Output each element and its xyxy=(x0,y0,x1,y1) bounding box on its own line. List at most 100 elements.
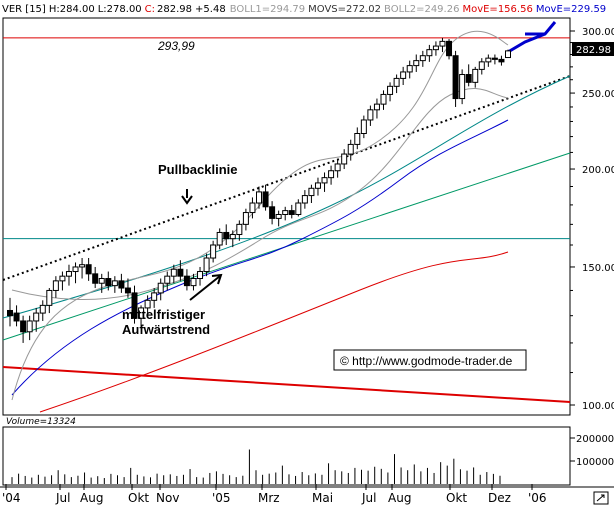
candle-body xyxy=(288,210,295,215)
date-tick-label: Jul xyxy=(55,491,70,505)
candle-body xyxy=(393,77,400,87)
date-tick-label: Okt xyxy=(446,491,467,505)
volume-bars xyxy=(11,449,501,484)
pullback-label: Pullbacklinie xyxy=(158,162,237,177)
candle-body xyxy=(334,163,341,172)
candle-body xyxy=(92,273,99,284)
candle-body xyxy=(419,55,426,62)
candle-body xyxy=(236,223,243,236)
candle-body xyxy=(144,299,151,309)
candle-body xyxy=(183,275,190,287)
copyright-text: © http://www.godmode-trader.de xyxy=(340,354,513,368)
pullback-arrow xyxy=(181,189,193,205)
blue-moving-average xyxy=(11,119,509,396)
price-axis: 300.00 250.00 200.00 150.00 100.00 xyxy=(570,27,614,412)
candle-body xyxy=(360,119,367,135)
peak-value-label: 293,99 xyxy=(157,39,195,53)
candle-body xyxy=(79,264,86,268)
blue-projection xyxy=(507,21,557,54)
candle-body xyxy=(321,177,328,184)
header-symbol: VER [15] xyxy=(2,4,46,15)
date-tick-label: Mai xyxy=(312,491,333,505)
candle-body xyxy=(485,57,492,63)
volume-tick-label: 200000 xyxy=(576,434,614,445)
header-l-label: L: xyxy=(98,4,107,15)
last-price-tag xyxy=(572,42,614,56)
candle-body xyxy=(98,278,105,284)
date-tick-label: Aug xyxy=(388,491,411,505)
red-moving-average xyxy=(39,251,509,413)
candle-body xyxy=(354,133,361,145)
candle-body xyxy=(439,40,446,47)
candle-body xyxy=(406,65,413,73)
candle-body xyxy=(210,244,217,259)
chart-header: VER [15] H:284.00 L:278.00 C: 282.98 +5.48 BOL… xyxy=(2,4,606,15)
candle-body xyxy=(65,271,72,277)
volume-tick-label: 100000 xyxy=(576,457,614,468)
bollinger-lower xyxy=(11,87,509,300)
candle-body xyxy=(33,312,40,322)
candle-body xyxy=(341,153,348,165)
candle-body xyxy=(197,271,204,280)
header-move-blue: MovE=229.59 xyxy=(536,4,606,15)
candle-body xyxy=(26,320,33,333)
candle-body xyxy=(190,278,197,287)
date-tick-label: Jul xyxy=(361,491,376,505)
volume-label: Volume=13324 xyxy=(6,417,76,427)
candle-body xyxy=(177,268,184,277)
header-c-label: C: xyxy=(145,4,155,15)
candle-body xyxy=(256,191,262,204)
candle-body xyxy=(138,307,145,319)
date-tick-label: '05 xyxy=(212,491,231,505)
header-l-value: 278.00 xyxy=(107,4,142,15)
candle-body xyxy=(13,312,20,322)
volume-axis: 200000 100000 xyxy=(570,434,614,468)
teal-trendline xyxy=(2,75,571,319)
candle-body xyxy=(491,57,498,60)
candle-body xyxy=(387,85,394,95)
candle-body xyxy=(367,109,374,121)
candle-body xyxy=(59,275,66,282)
candle-body xyxy=(164,275,171,284)
header-c-value: 282.98 xyxy=(157,4,192,15)
candle-body xyxy=(478,61,485,70)
header-move-red: MovE=156.56 xyxy=(462,4,532,15)
candle-body xyxy=(85,264,92,275)
header-boll2: BOLL2=249.26 xyxy=(384,4,459,15)
candle-body xyxy=(452,55,459,100)
volume-panel-frame xyxy=(2,426,571,486)
candle-body xyxy=(301,195,308,204)
candle-body xyxy=(46,289,53,306)
last-price-value: 282.98 xyxy=(576,45,611,56)
candle-body xyxy=(7,309,13,317)
candle-body xyxy=(400,71,407,79)
candle-body xyxy=(223,231,230,240)
candle-body xyxy=(308,187,315,197)
header-h-value: 284.00 xyxy=(60,4,95,15)
date-tick-label: '04 xyxy=(2,491,21,505)
candle-body xyxy=(39,304,46,314)
candle-body xyxy=(118,280,125,289)
candle-body xyxy=(413,60,420,67)
candle-body xyxy=(72,266,79,273)
candle-body xyxy=(373,103,380,111)
candle-body xyxy=(459,74,466,100)
candle-body xyxy=(249,202,256,214)
candle-body xyxy=(498,58,505,63)
price-tick-label: 300.00 xyxy=(582,27,614,38)
candle-body xyxy=(446,40,453,57)
candlesticks xyxy=(7,37,511,343)
candle-body xyxy=(269,206,276,219)
candle-body xyxy=(347,143,354,155)
date-tick-label: Nov xyxy=(156,491,179,505)
candle-body xyxy=(432,45,439,51)
candle-body xyxy=(426,49,433,57)
price-tick-label: 250.00 xyxy=(582,89,614,100)
candle-body xyxy=(52,280,59,291)
candle-body xyxy=(380,93,387,105)
candle-body xyxy=(465,74,472,83)
candle-body xyxy=(20,320,27,333)
date-tick-label: Mrz xyxy=(258,491,280,505)
header-boll1: BOLL1=294.79 xyxy=(230,4,305,15)
